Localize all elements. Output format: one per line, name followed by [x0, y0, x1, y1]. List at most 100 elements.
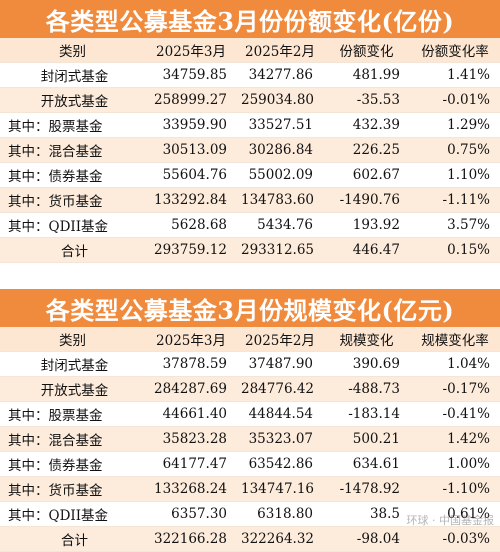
category-cell: 其中：QDII基金: [0, 212, 145, 238]
category-cell: 其中：货币基金: [0, 476, 145, 502]
value-cell: -0.03%: [410, 526, 500, 552]
table-header-row: 类别 2025年3月 2025年2月 份额变化 份额变化率: [0, 38, 500, 63]
value-cell: 0.15%: [410, 237, 500, 263]
value-cell: 634.61: [323, 451, 410, 477]
share-change-table-block: 各类型公募基金3月份份额变化(亿份) 类别 2025年3月 2025年2月 份额…: [0, 0, 500, 263]
value-cell: 44844.54: [237, 401, 323, 427]
value-cell: -488.73: [323, 376, 410, 402]
column-header: 类别: [0, 38, 145, 63]
column-header: 规模变化率: [410, 327, 500, 352]
value-cell: -1490.76: [323, 187, 410, 213]
value-cell: 284287.69: [145, 376, 237, 402]
value-cell: 55604.76: [145, 162, 237, 188]
value-cell: 432.39: [323, 112, 410, 138]
value-cell: 446.47: [323, 237, 410, 263]
value-cell: -1.11%: [410, 187, 500, 213]
table-row: 其中：QDII基金 6357.30 6318.80 38.5 0.61%: [0, 501, 500, 527]
value-cell: 30286.84: [237, 137, 323, 163]
category-cell: 开放式基金: [0, 376, 145, 402]
value-cell: 1.04%: [410, 351, 500, 377]
value-cell: 1.10%: [410, 162, 500, 188]
value-cell: -183.14: [323, 401, 410, 427]
watermark: 环球 · 中国基金报: [406, 514, 495, 527]
value-cell: 6318.80: [237, 501, 323, 527]
table-row: 其中：QDII基金 5628.68 5434.76 193.92 3.57%: [0, 212, 500, 238]
column-header: 份额变化率: [410, 38, 500, 63]
table-title: 各类型公募基金3月份份额变化(亿份): [0, 0, 500, 38]
table-row: 其中：货币基金 133292.84 134783.60 -1490.76 -1.…: [0, 187, 500, 213]
value-cell: 37487.90: [237, 351, 323, 377]
scale-change-table-block: 各类型公募基金3月份规模变化(亿元) 类别 2025年3月 2025年2月 规模…: [0, 289, 500, 552]
table-row: 开放式基金 258999.27 259034.80 -35.53 -0.01%: [0, 87, 500, 113]
table-title: 各类型公募基金3月份规模变化(亿元): [0, 289, 500, 327]
value-cell: 3.57%: [410, 212, 500, 238]
value-cell: 44661.40: [145, 401, 237, 427]
value-cell: -0.41%: [410, 401, 500, 427]
category-cell: 开放式基金: [0, 87, 145, 113]
table-row: 其中：混合基金 30513.09 30286.84 226.25 0.75%: [0, 137, 500, 163]
value-cell: 5434.76: [237, 212, 323, 238]
category-cell: 其中：债券基金: [0, 162, 145, 188]
table-row: 其中：货币基金 133268.24 134747.16 -1478.92 -1.…: [0, 476, 500, 502]
category-cell: 其中：股票基金: [0, 401, 145, 427]
value-cell: 37878.59: [145, 351, 237, 377]
value-cell: 1.00%: [410, 451, 500, 477]
column-header: 2025年2月: [237, 38, 323, 63]
value-cell: 602.67: [323, 162, 410, 188]
value-cell: -35.53: [323, 87, 410, 113]
value-cell: 33527.51: [237, 112, 323, 138]
value-cell: -98.04: [323, 526, 410, 552]
value-cell: 481.99: [323, 62, 410, 88]
value-cell: -1478.92: [323, 476, 410, 502]
column-header: 2025年3月: [145, 327, 237, 352]
category-cell: 其中：货币基金: [0, 187, 145, 213]
value-cell: 6357.30: [145, 501, 237, 527]
table-row: 封闭式基金 34759.85 34277.86 481.99 1.41%: [0, 62, 500, 88]
column-header: 2025年2月: [237, 327, 323, 352]
table-row: 其中：股票基金 44661.40 44844.54 -183.14 -0.41%: [0, 401, 500, 427]
table-spacer: [0, 263, 500, 289]
value-cell: 133292.84: [145, 187, 237, 213]
value-cell: -0.17%: [410, 376, 500, 402]
value-cell: -0.01%: [410, 87, 500, 113]
column-header: 类别: [0, 327, 145, 352]
table-row: 开放式基金 284287.69 284776.42 -488.73 -0.17%: [0, 376, 500, 402]
value-cell: 1.41%: [410, 62, 500, 88]
value-cell: -1.10%: [410, 476, 500, 502]
category-cell: 其中：股票基金: [0, 112, 145, 138]
category-cell: 其中：债券基金: [0, 451, 145, 477]
total-row: 合计 322166.28 322264.32 -98.04 -0.03%: [0, 526, 500, 552]
value-cell: 293759.12: [145, 237, 237, 263]
value-cell: 500.21: [323, 426, 410, 452]
value-cell: 1.29%: [410, 112, 500, 138]
value-cell: 226.25: [323, 137, 410, 163]
value-cell: 322264.32: [237, 526, 323, 552]
total-row: 合计 293759.12 293312.65 446.47 0.15%: [0, 237, 500, 263]
value-cell: 63542.86: [237, 451, 323, 477]
table-row: 其中：股票基金 33959.90 33527.51 432.39 1.29%: [0, 112, 500, 138]
category-cell: 合计: [0, 526, 145, 552]
value-cell: 193.92: [323, 212, 410, 238]
value-cell: 5628.68: [145, 212, 237, 238]
table-row: 封闭式基金 37878.59 37487.90 390.69 1.04%: [0, 351, 500, 377]
value-cell: 34759.85: [145, 62, 237, 88]
value-cell: 0.61%: [410, 501, 500, 527]
share-change-table: 类别 2025年3月 2025年2月 份额变化 份额变化率 封闭式基金 3475…: [0, 38, 500, 263]
value-cell: 33959.90: [145, 112, 237, 138]
value-cell: 259034.80: [237, 87, 323, 113]
value-cell: 134783.60: [237, 187, 323, 213]
value-cell: 35823.28: [145, 426, 237, 452]
value-cell: 34277.86: [237, 62, 323, 88]
table-row: 其中：债券基金 55604.76 55002.09 602.67 1.10%: [0, 162, 500, 188]
category-cell: 封闭式基金: [0, 351, 145, 377]
value-cell: 38.5: [323, 501, 410, 527]
value-cell: 0.75%: [410, 137, 500, 163]
value-cell: 293312.65: [237, 237, 323, 263]
category-cell: 其中：QDII基金: [0, 501, 145, 527]
value-cell: 35323.07: [237, 426, 323, 452]
value-cell: 134747.16: [237, 476, 323, 502]
category-cell: 其中：混合基金: [0, 426, 145, 452]
value-cell: 55002.09: [237, 162, 323, 188]
table-row: 其中：混合基金 35823.28 35323.07 500.21 1.42%: [0, 426, 500, 452]
